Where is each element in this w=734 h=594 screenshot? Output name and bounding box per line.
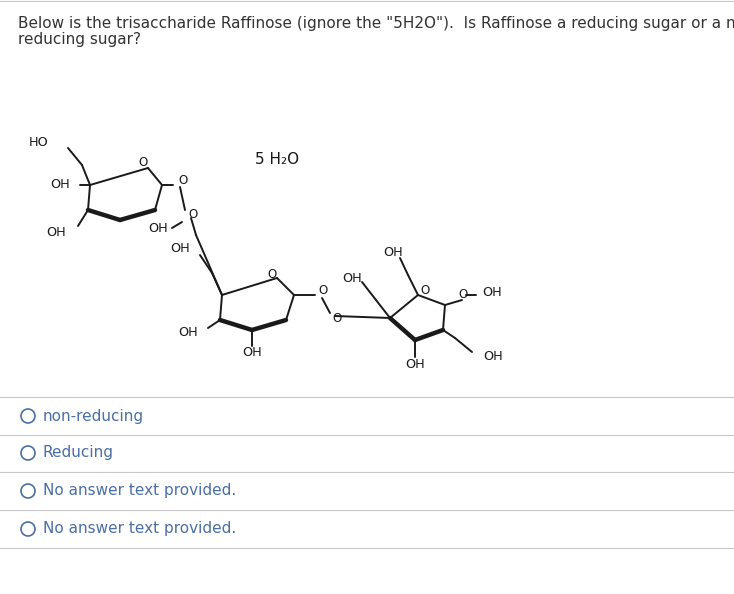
Text: OH: OH [383, 245, 403, 258]
Text: non-reducing: non-reducing [43, 409, 144, 424]
Text: No answer text provided.: No answer text provided. [43, 522, 236, 536]
Text: OH: OH [178, 327, 198, 340]
Text: O: O [188, 208, 197, 222]
Text: No answer text provided.: No answer text provided. [43, 484, 236, 498]
Text: O: O [318, 285, 327, 298]
Text: OH: OH [50, 179, 70, 191]
Text: OH: OH [342, 271, 362, 285]
Text: O: O [332, 311, 341, 324]
Text: O: O [178, 175, 187, 188]
Text: reducing sugar?: reducing sugar? [18, 32, 141, 47]
Text: OH: OH [482, 286, 502, 299]
Text: OH: OH [148, 222, 168, 235]
Text: OH: OH [483, 349, 503, 362]
Text: O: O [267, 267, 277, 280]
Text: HO: HO [28, 137, 48, 150]
Text: Below is the trisaccharide Raffinose (ignore the "5H2O").  Is Raffinose a reduci: Below is the trisaccharide Raffinose (ig… [18, 16, 734, 31]
Text: OH: OH [242, 346, 262, 359]
Text: O: O [458, 287, 468, 301]
Text: 5 H₂O: 5 H₂O [255, 153, 299, 168]
Text: OH: OH [170, 242, 190, 254]
Text: O: O [420, 285, 429, 298]
Text: OH: OH [46, 226, 66, 239]
Text: O: O [139, 156, 148, 169]
Text: Reducing: Reducing [43, 446, 114, 460]
Text: OH: OH [405, 358, 425, 371]
